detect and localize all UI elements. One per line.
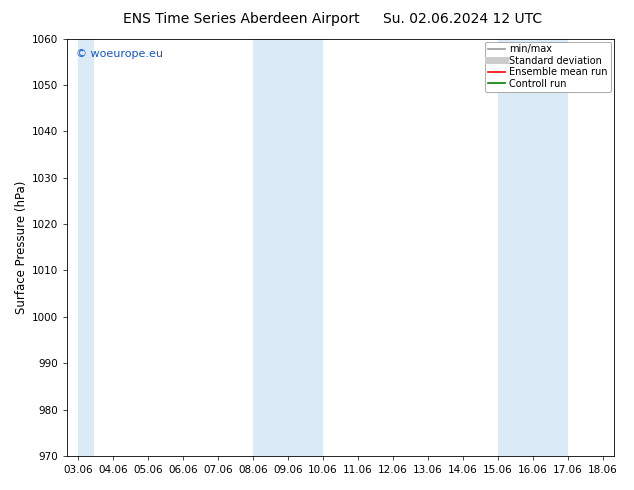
Bar bbox=[253, 39, 323, 456]
Bar bbox=[78, 39, 94, 456]
Text: Su. 02.06.2024 12 UTC: Su. 02.06.2024 12 UTC bbox=[384, 12, 542, 26]
Text: ENS Time Series Aberdeen Airport: ENS Time Series Aberdeen Airport bbox=[122, 12, 359, 26]
Bar bbox=[498, 39, 568, 456]
Y-axis label: Surface Pressure (hPa): Surface Pressure (hPa) bbox=[15, 181, 28, 314]
Text: © woeurope.eu: © woeurope.eu bbox=[75, 49, 163, 59]
Legend: min/max, Standard deviation, Ensemble mean run, Controll run: min/max, Standard deviation, Ensemble me… bbox=[485, 42, 611, 92]
